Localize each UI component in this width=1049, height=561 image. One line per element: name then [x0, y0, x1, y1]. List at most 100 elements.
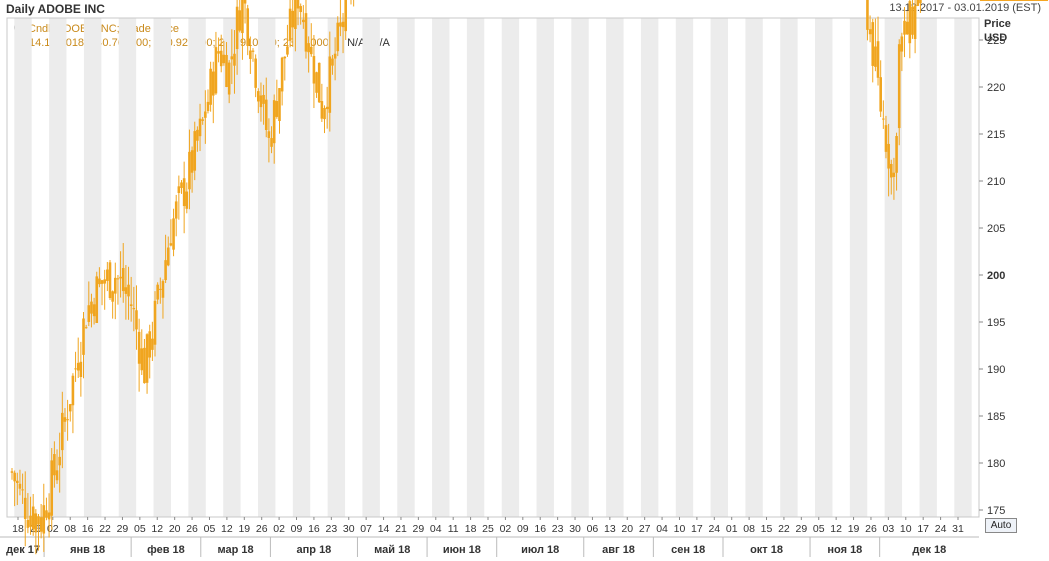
candle-body	[897, 44, 901, 129]
x-day-label: 26	[256, 523, 268, 535]
candle-body	[312, 56, 316, 84]
candle-body	[148, 331, 152, 358]
x-day-label: 10	[900, 523, 912, 535]
candle-body	[90, 301, 93, 314]
x-day-label: 29	[413, 523, 425, 535]
candle-body	[241, 0, 244, 34]
y-tick-label: 220	[987, 82, 1005, 94]
x-month-label: апр 18	[297, 544, 332, 556]
x-day-label: 14	[378, 523, 390, 535]
week-stripe	[606, 18, 624, 517]
candle-body	[156, 284, 159, 300]
candle-body	[219, 50, 223, 67]
candle-body	[905, 21, 909, 35]
candle-body	[916, 0, 920, 6]
candle-body	[882, 118, 885, 120]
week-stripe	[49, 18, 67, 517]
x-month-label: дек 17	[6, 544, 40, 556]
candle-body	[188, 151, 191, 190]
candle-body	[10, 471, 14, 473]
candle-body	[180, 182, 183, 188]
x-day-label: 24	[935, 523, 947, 535]
candle-body	[201, 119, 204, 121]
candle-body	[177, 186, 181, 193]
axis-unit-price: Price	[984, 18, 1011, 30]
candle-body	[286, 46, 289, 55]
candle-body	[288, 8, 292, 41]
week-stripe	[397, 18, 415, 517]
candle-body	[34, 513, 38, 533]
x-day-label: 12	[221, 523, 233, 535]
candle-body	[307, 43, 310, 53]
x-day-label: 18	[465, 523, 477, 535]
x-month-label: дек 18	[912, 544, 946, 556]
candle-body	[111, 291, 114, 302]
candle-body	[278, 88, 281, 121]
candle-body	[866, 0, 869, 30]
candle-body	[13, 472, 16, 482]
candle-body	[129, 304, 133, 307]
candle-body	[92, 304, 96, 317]
x-day-label: 26	[865, 523, 877, 535]
week-stripe	[919, 18, 937, 517]
candle-body	[233, 53, 236, 66]
x-day-label: 07	[360, 523, 372, 535]
candle-body	[328, 56, 332, 113]
x-day-label: 11	[448, 523, 459, 535]
x-day-label: 08	[64, 523, 76, 535]
candle-body	[124, 287, 128, 294]
candle-body	[874, 46, 877, 67]
candle-body	[270, 138, 273, 147]
candle-body	[209, 68, 212, 105]
candle-body	[317, 62, 321, 103]
candle-body	[100, 280, 104, 284]
x-day-label: 05	[134, 523, 146, 535]
x-day-label: 01	[726, 523, 738, 535]
x-month-label: фев 18	[147, 544, 185, 556]
candle-body	[82, 318, 85, 355]
x-day-label: 05	[813, 523, 825, 535]
auto-scale-button[interactable]: Auto	[985, 518, 1017, 533]
week-stripe	[675, 18, 694, 517]
candle-body	[204, 111, 207, 118]
candle-body	[294, 0, 297, 30]
x-day-label: 17	[917, 523, 929, 535]
x-month-label: ноя 18	[827, 544, 862, 556]
candle-body	[23, 497, 27, 519]
candle-body	[63, 417, 67, 422]
candle-body	[87, 305, 91, 322]
x-day-label: 29	[795, 523, 807, 535]
week-stripe	[954, 18, 972, 517]
candle-body	[331, 58, 334, 66]
candle-body	[95, 276, 99, 323]
week-stripe	[710, 18, 728, 517]
candle-body	[230, 56, 234, 60]
candle-body	[262, 94, 265, 104]
candle-body	[132, 308, 136, 310]
week-stripe	[571, 18, 589, 517]
x-day-label: 13	[604, 523, 616, 535]
candle-body	[235, 6, 239, 50]
x-month-label: июл 18	[521, 544, 559, 556]
candle-body	[225, 54, 228, 87]
candle-body	[264, 99, 268, 131]
candle-body	[55, 470, 59, 481]
candle-body	[257, 91, 260, 102]
x-day-label: 16	[82, 523, 94, 535]
candle-body	[29, 515, 32, 527]
x-day-label: 08	[743, 523, 755, 535]
x-day-label: 23	[552, 523, 564, 535]
candle-body	[166, 247, 170, 266]
candle-body	[169, 243, 173, 246]
x-day-label: 23	[325, 523, 337, 535]
candle-body	[71, 375, 75, 406]
candle-body	[243, 0, 247, 4]
candle-body	[919, 0, 922, 4]
candle-body	[106, 269, 109, 281]
candle-body	[84, 327, 88, 329]
candle-body	[174, 201, 178, 219]
x-day-label: 09	[291, 523, 303, 535]
candle-body	[135, 310, 138, 330]
week-stripe	[501, 18, 520, 517]
